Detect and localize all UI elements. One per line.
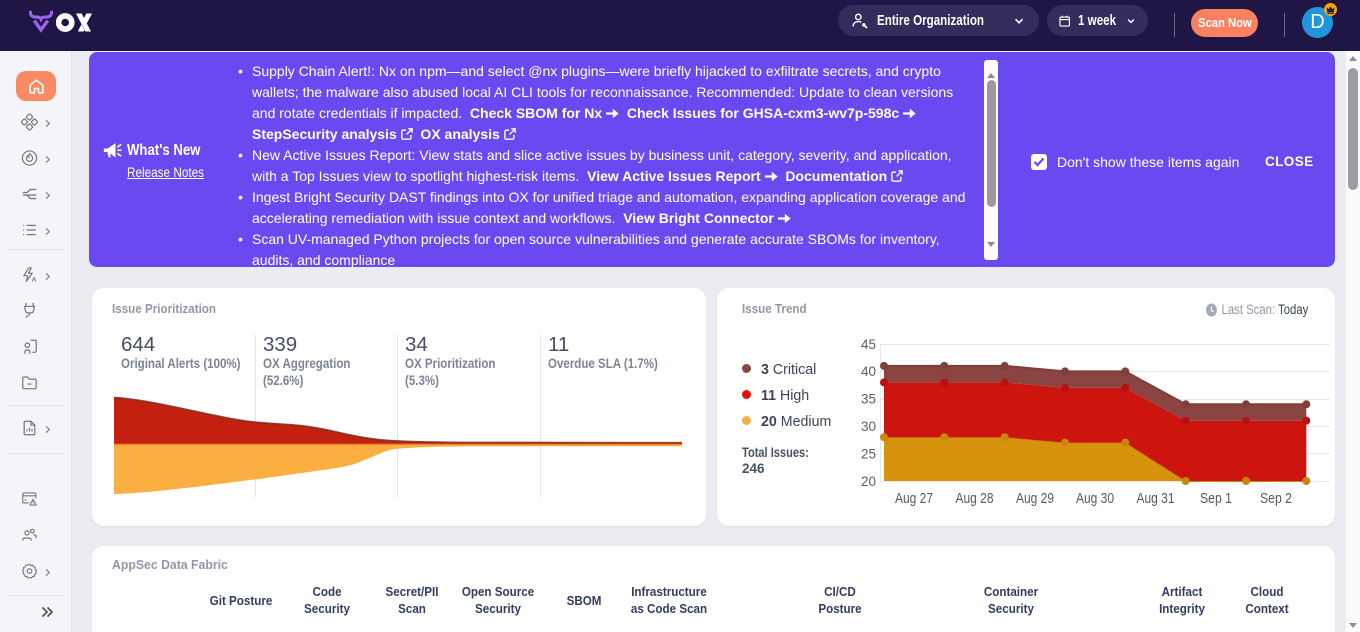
svg-text:Aug 27: Aug 27 <box>895 491 933 507</box>
svg-text:Sep 1: Sep 1 <box>1200 491 1232 507</box>
svg-text:Aug 30: Aug 30 <box>1076 491 1114 507</box>
svg-text:35: 35 <box>861 392 876 407</box>
svg-text:20: 20 <box>861 474 876 489</box>
svg-text:Aug 31: Aug 31 <box>1137 491 1175 507</box>
svg-text:Sep 2: Sep 2 <box>1260 491 1292 507</box>
svg-text:Aug 28: Aug 28 <box>956 491 994 507</box>
svg-text:Aug 29: Aug 29 <box>1016 491 1054 507</box>
svg-text:40: 40 <box>861 364 876 379</box>
svg-text:25: 25 <box>861 447 876 462</box>
svg-text:30: 30 <box>861 419 876 434</box>
svg-text:45: 45 <box>861 338 876 352</box>
svg-text:A: A <box>32 276 37 283</box>
